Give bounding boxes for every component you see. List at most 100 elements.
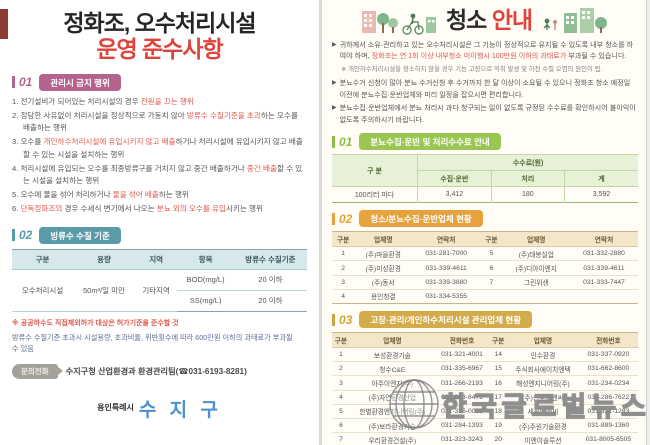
- triangle-bullet-icon: ▶: [332, 80, 337, 87]
- emphasis-text: 단독정화조의: [20, 203, 63, 213]
- table-cell: 031-284-1393: [434, 418, 490, 434]
- city-logo-big-text: 수 지 구: [138, 399, 222, 421]
- table-cell: 6: [480, 260, 503, 276]
- section-02-badge: 방류수 수질 기준: [39, 226, 121, 244]
- emphasis-text: 중간 배출: [246, 163, 277, 173]
- repair-companies-table: 구분 업체명 전화번호 구분 업체명 전화번호 1 보성환경기술 031-321-4001 14…: [332, 332, 638, 445]
- header-cell: 구분: [332, 231, 355, 248]
- header-cell: 수수료(원): [417, 154, 638, 172]
- table-cell: 인수환경: [507, 347, 579, 363]
- header-cell: 업체명: [354, 231, 413, 248]
- header-cell: 전화번호: [434, 332, 490, 349]
- table-cell: 031-266-2193: [434, 375, 490, 391]
- table-cell: 031-8005-6505: [578, 432, 638, 445]
- contact-badge: 문의전화: [12, 363, 63, 379]
- table-header-row: 구분 업체명 전화번호 구분 업체명 전화번호: [332, 332, 638, 349]
- triangle-bullet-icon: ▶: [332, 105, 337, 112]
- table-cell: 031-283-6471: [434, 390, 490, 405]
- red-compliance-note: ※ 공공하수도 직접제외허가 대상은 허가기준을 준수할 것: [12, 319, 179, 327]
- table-cell: 주식회사에이치엔텍: [507, 361, 579, 377]
- header-cell: 연락처: [412, 231, 481, 248]
- table-cell: 031-333-7447: [570, 275, 638, 290]
- header-cell: 지역: [134, 249, 178, 270]
- rule-item-6: 6. 단독정화조의 경우 수세식 변기에서 나오는 분뇨 외의 오수를 유입시키…: [12, 203, 307, 216]
- header-cell: 방류수 수질기준: [233, 249, 307, 270]
- table-row: 6 (주)보라환경기술 031-284-1393 19 (주)주원기술환경 031-889…: [332, 418, 638, 434]
- table-cell: 031-321-4001: [434, 347, 490, 363]
- table-cell: 그린위생: [502, 275, 570, 290]
- title-line-2: 운영 준수사항: [96, 36, 223, 63]
- body-text: 분뇨수거 신청이 많아 분뇨 수거신청 후 수거까지 한 달 이상이 소요될 수…: [339, 79, 631, 99]
- table-cell: 031-332-2880: [570, 246, 638, 262]
- body-text: 부과될 수 있습니다.: [566, 52, 627, 61]
- table-cell: 17: [489, 390, 508, 405]
- header-cell: 구분: [332, 332, 350, 349]
- table-cell: 19: [489, 418, 508, 434]
- table-cell: (주)마을환경: [354, 246, 413, 262]
- table-row: 7 우리환경건설(주) 031-323-3243 20 이엔이솔루션 031-8005-6…: [332, 432, 638, 445]
- prohibited-acts-list: 1. 전기설비가 되어있는 처리시설의 경우 전원을 끄는 행위 2. 정당한 …: [12, 96, 307, 216]
- table-cell: 2: [332, 361, 350, 377]
- emphasis-text: 분뇨 외의 오수를 유입: [156, 203, 226, 213]
- contact-phone-text: 수지구청 산업환경과 환경관리팀(☎031-6193-8281): [65, 367, 247, 377]
- corner-decoration-bar: [0, 9, 8, 39]
- header-cell: 구분: [480, 231, 503, 248]
- contact-row: 문의전화 수지구청 산업환경과 환경관리팀(☎031-6193-8281): [12, 363, 307, 379]
- table-cell: 20: [489, 432, 508, 445]
- table-cell: 한별환경엔지니어링(주): [349, 404, 435, 419]
- table-cell: 5: [480, 246, 503, 262]
- fee-table: 구 분 수수료(원) 수집·운반 처리 계 100리터 마다 3,412 180…: [332, 154, 638, 204]
- table-row: 5 한별환경엔지니어링(주) 031-335-0086 18 세움이엔씨 031-321-…: [332, 404, 638, 419]
- section-01-badge: 관리시 금지 행위: [39, 73, 121, 91]
- table-cell: 1: [332, 347, 350, 363]
- bullet-item-2: ▶ 분뇨수거 신청이 많아 분뇨 수거신청 후 수거까지 한 달 이상이 소요될…: [332, 78, 638, 101]
- table-header-row: 구 분 수수료(원): [332, 154, 638, 188]
- header-cell: 연락처: [570, 231, 638, 248]
- cleaning-companies-table: 구분 업체명 연락처 구분 업체명 연락처 1 (주)마을환경 031-281-7000 5 (주…: [332, 231, 638, 305]
- table-cell: (주)태봉실업: [502, 246, 570, 262]
- rule-item-2: 2. 정당한 사유없이 처리시설을 정상적으로 가동치 않아 방류수 수질기준을…: [12, 110, 307, 136]
- table-row: 오수처리시설 50m³/일 미만 기타지역 BOD(mg/L) 20 이하: [12, 269, 307, 312]
- table-cell: 이엔이솔루션: [507, 432, 579, 445]
- section-01-number: 01: [12, 76, 32, 89]
- bullet-item-3: ▶ 분뇨수집·운반업체에서 분뇨 처리시 과다 청구되는 일이 없도록 규정된 …: [332, 103, 638, 126]
- table-cell: 청수C&E: [349, 361, 435, 377]
- header-cell: 용량: [73, 249, 135, 270]
- table-cell: 1: [332, 246, 355, 262]
- table-cell: 4: [341, 292, 345, 300]
- title-word-cleaning: 청소: [445, 6, 487, 33]
- right-title-text: 청소 안내: [445, 6, 533, 33]
- table-cell: 031-321-1283: [578, 404, 638, 419]
- table-cell: (주)주원기술환경: [507, 418, 579, 434]
- table-header-row: 구분 용량 지역 항목 방류수 수질기준: [12, 249, 307, 270]
- repair-companies-section-number: 03: [332, 313, 352, 326]
- table-cell: 아주이엔지(주): [349, 375, 435, 391]
- header-cell: 구분: [12, 249, 74, 270]
- value-cell: 20 이하: [233, 269, 307, 291]
- section-01-header: 01 관리시 금지 행위: [12, 73, 307, 91]
- table-cell: [480, 289, 502, 303]
- body-text: 1. 전기설비가 되어있는 처리시설의 경우: [12, 96, 141, 106]
- triangle-bullet-icon: ▶: [332, 42, 337, 48]
- city-logo-small-text: 용인특례시: [97, 402, 134, 412]
- table-cell: (주)보라환경기술: [349, 418, 435, 434]
- body-text: 시키는 행위: [225, 203, 264, 213]
- table-cell: [502, 289, 570, 303]
- rule-item-3: 3. 오수를 개인하수처리시설에 유입시키지 않고 배출하거나 처리시설에 유입…: [12, 136, 307, 162]
- bullet-item-1: ▶ 귀하께서 소유·관리하고 있는 오수처리시설은 그 기능이 정상적으로 유지…: [332, 40, 638, 63]
- table-cell: 보성환경기술: [349, 347, 435, 363]
- city-cyclist-illustration-icon: [361, 11, 436, 35]
- table-row: 1 (주)마을환경 031-281-7000 5 (주)태봉실업 031-332-2880: [332, 246, 638, 262]
- table-row: 4 용인청결 031-334-5355: [332, 289, 638, 303]
- table-cell: 14: [489, 347, 508, 363]
- intro-bullets: ▶ 귀하께서 소유·관리하고 있는 오수처리시설은 그 기능이 정상적으로 유지…: [332, 40, 638, 126]
- table-cell: (주)자연환경산업: [349, 390, 435, 405]
- item-cell: SS(mg/L): [189, 296, 222, 306]
- table-cell: 031-889-1360: [578, 418, 638, 434]
- table-row: 2 (주)미성환경 031-339-4611 6 (주)디아이엔지 031-339-461…: [332, 260, 638, 276]
- header-cell: 구분: [489, 332, 508, 349]
- repair-companies-section-header: 03 고장·관리/개인하수처리시설 관리업체 현황: [332, 311, 638, 329]
- table-cell: 6: [332, 418, 350, 434]
- value-cell: 20 이하: [258, 296, 283, 306]
